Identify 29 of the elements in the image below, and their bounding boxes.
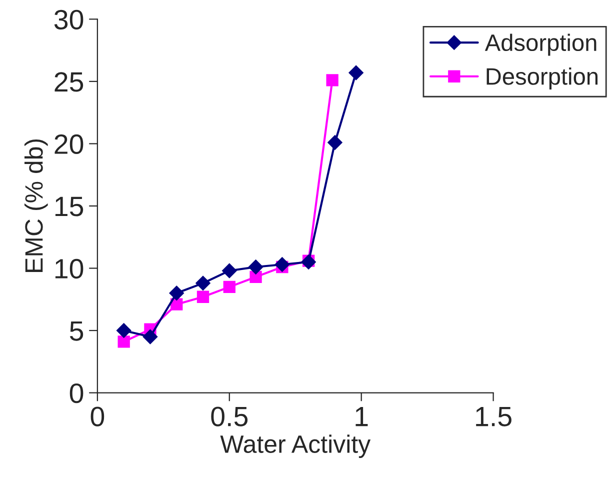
x-tick-label: 1.5 xyxy=(476,406,512,426)
x-tick-label: 1 xyxy=(356,406,368,426)
y-tick-label: 15 xyxy=(55,196,84,216)
y-tick-label: 20 xyxy=(54,134,84,154)
point xyxy=(169,286,184,301)
point xyxy=(274,257,290,272)
legend-label: Desorption xyxy=(486,68,598,90)
y-tick-label: 0 xyxy=(70,383,84,404)
point xyxy=(196,276,210,291)
y-tick-label: 10 xyxy=(55,258,84,279)
y-axis-title: EMC (% db) xyxy=(24,139,48,272)
point xyxy=(116,323,132,338)
point xyxy=(248,260,264,274)
point xyxy=(196,290,210,303)
point xyxy=(142,329,158,344)
legend-label: Adsorption xyxy=(484,34,596,56)
point xyxy=(326,74,338,86)
y-tick-label: 30 xyxy=(54,10,84,30)
x-tick-label: 0 xyxy=(90,406,104,426)
y-tick-label: 25 xyxy=(54,72,84,92)
point xyxy=(328,135,342,150)
point xyxy=(118,336,130,348)
y-tick-label: 5 xyxy=(70,321,84,341)
point xyxy=(223,280,236,293)
point xyxy=(348,65,364,80)
x-tick-label: 0.5 xyxy=(211,406,248,426)
x-axis-title: Water Activity xyxy=(220,434,371,458)
point xyxy=(222,263,237,278)
point xyxy=(250,270,262,284)
